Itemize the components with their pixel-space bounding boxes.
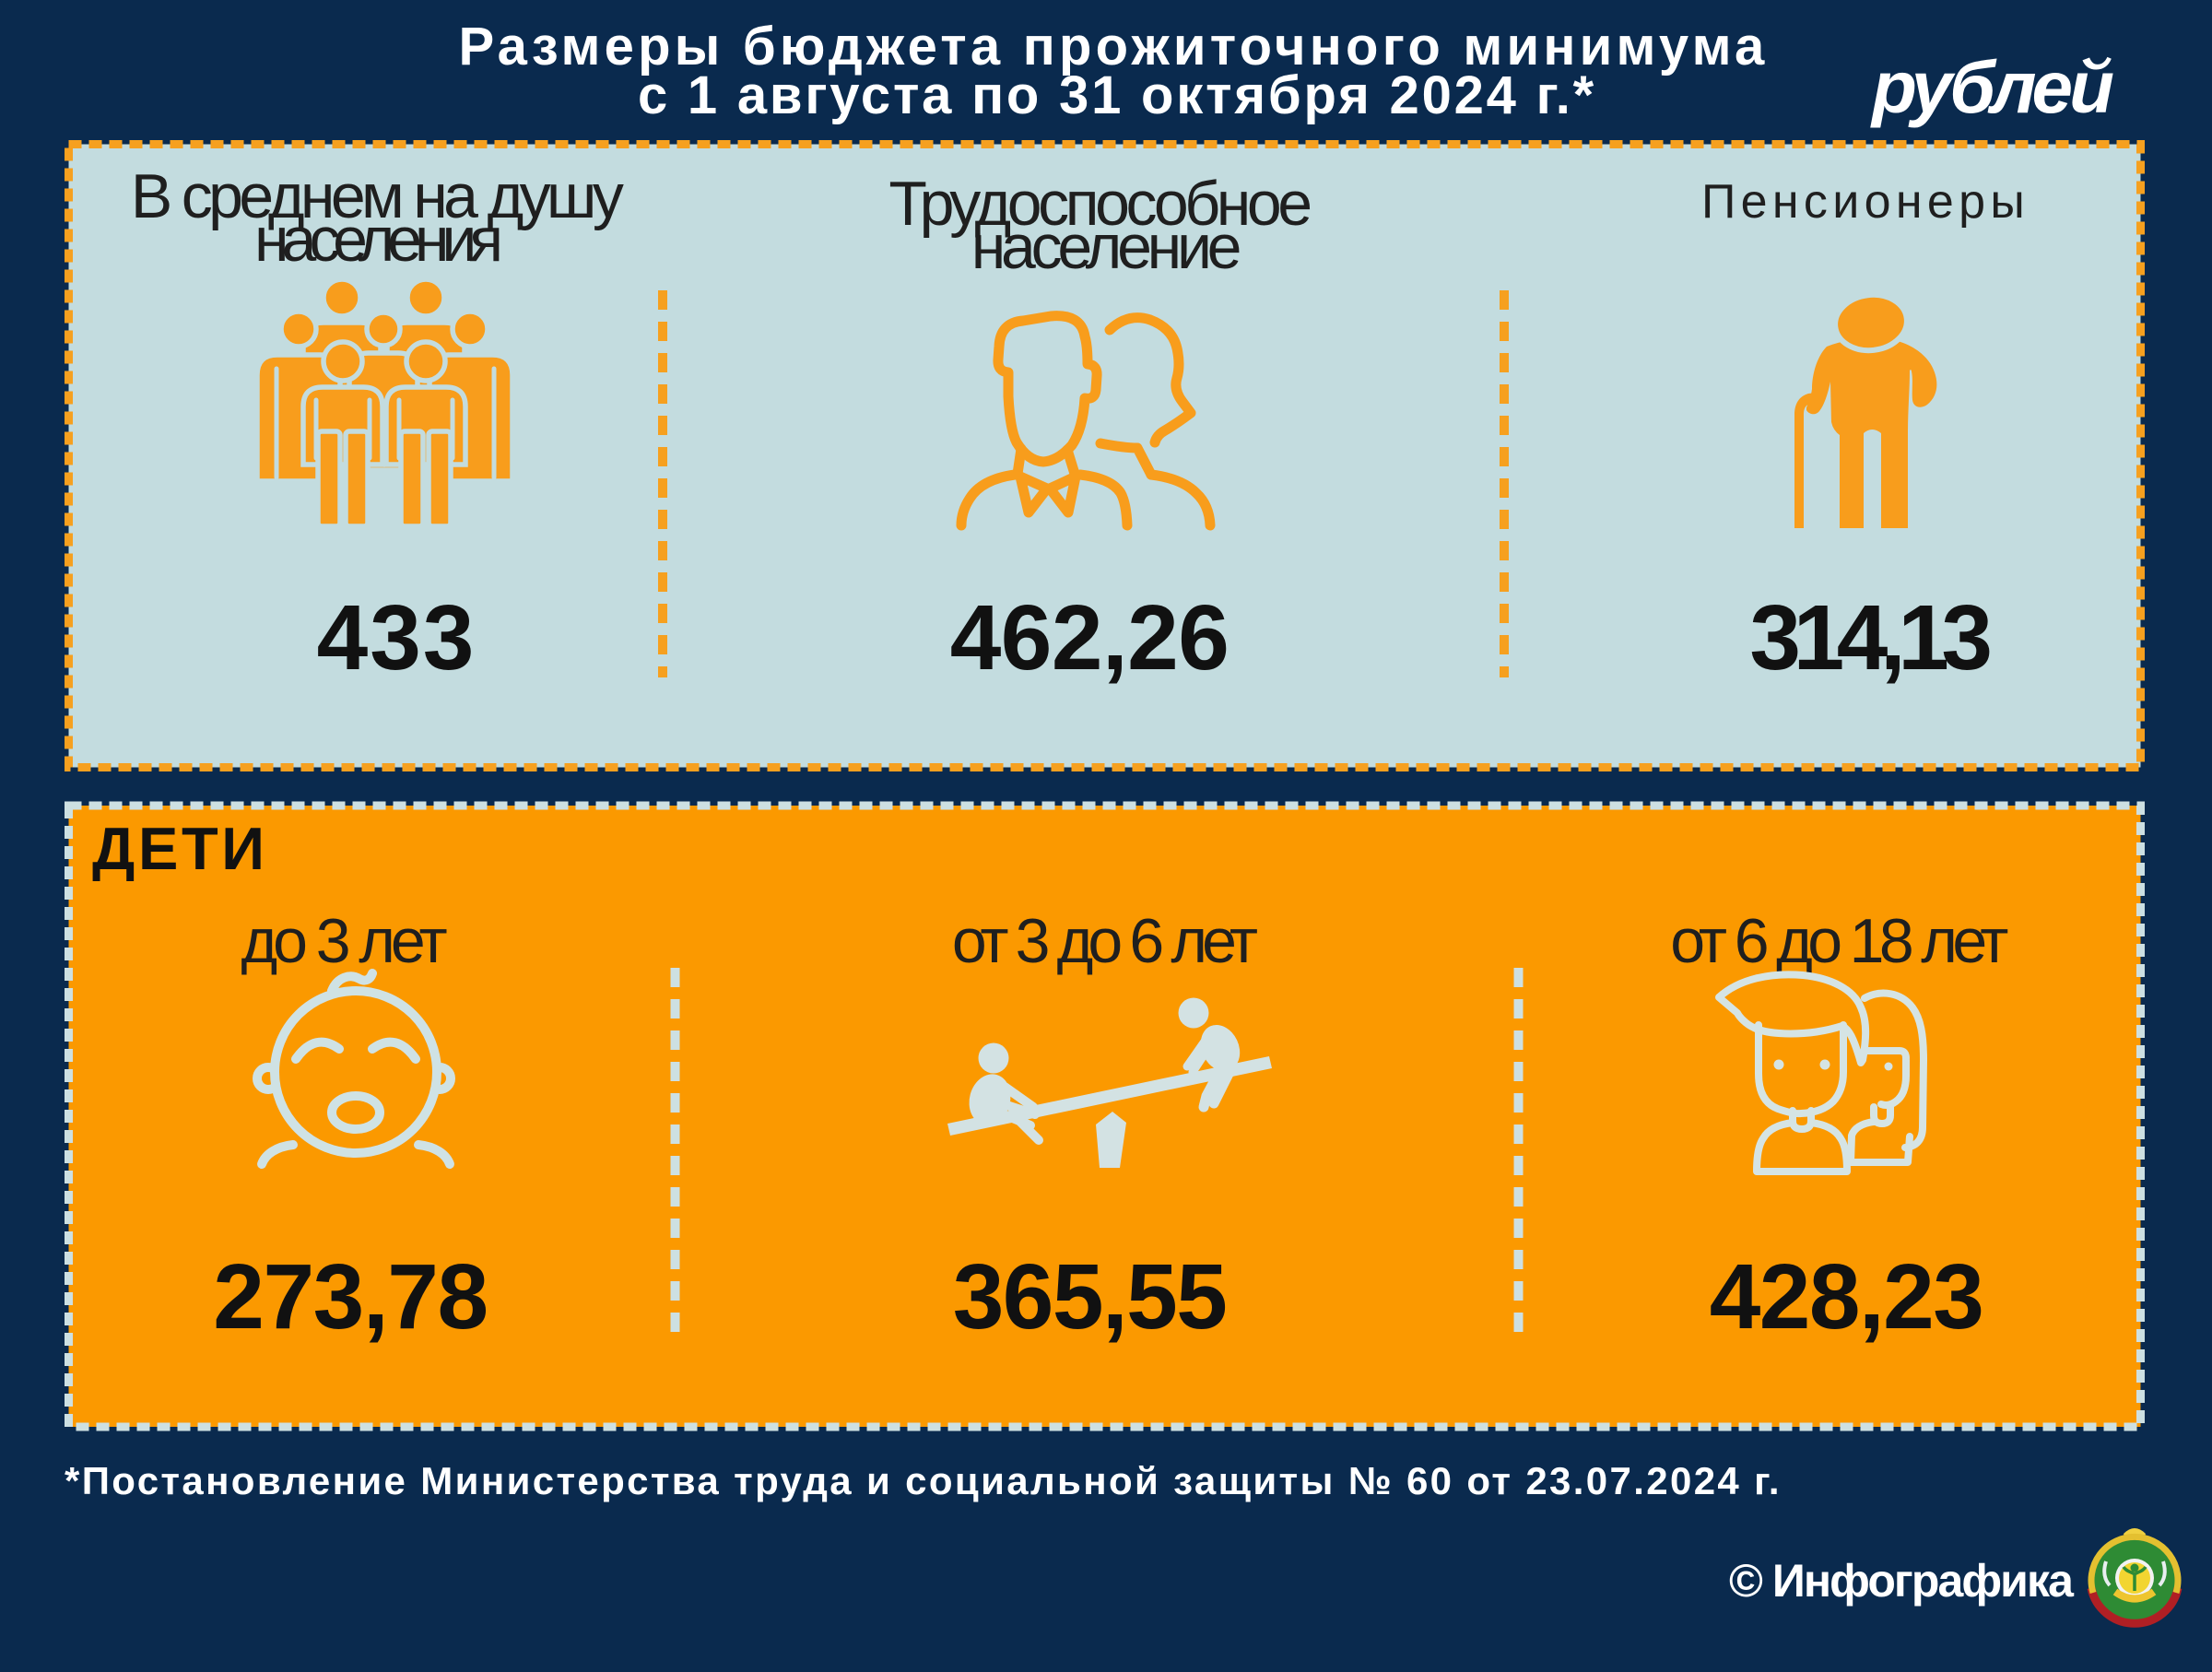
svg-text:с 1 августа по 31 октября 2024: с 1 августа по 31 октября 2024 г.*	[638, 65, 1596, 125]
svg-text:Трудоспособное: Трудоспособное	[888, 169, 1310, 239]
svg-text:от 3 до 6 лет: от 3 до 6 лет	[952, 906, 1257, 976]
svg-text:Размеры бюджета прожиточного м: Размеры бюджета прожиточного минимума	[459, 17, 1769, 77]
svg-text:365,55: 365,55	[953, 1245, 1227, 1348]
svg-text:население: население	[971, 212, 1240, 282]
svg-text:462,26: 462,26	[950, 586, 1230, 689]
svg-text:от 6 до 18 лет: от 6 до 18 лет	[1670, 906, 2007, 976]
svg-text:В среднем на душу: В среднем на душу	[131, 161, 624, 231]
svg-text:до 3 лет: до 3 лет	[241, 906, 446, 976]
svg-text:433: 433	[317, 586, 477, 689]
svg-text:Пенсионеры: Пенсионеры	[1701, 175, 2030, 229]
svg-text:*Постановление Министерства тр: *Постановление Министерства труда и соци…	[65, 1459, 1782, 1502]
svg-text:ДЕТИ: ДЕТИ	[92, 815, 268, 882]
svg-text:273,78: 273,78	[213, 1245, 488, 1348]
svg-text:314,13: 314,13	[1749, 586, 1989, 689]
svg-text:428,23: 428,23	[1710, 1245, 1983, 1348]
svg-text:рублей: рублей	[1870, 46, 2113, 128]
svg-text:© Инфографика: © Инфографика	[1729, 1555, 2075, 1607]
svg-text:населения: населения	[254, 205, 500, 275]
